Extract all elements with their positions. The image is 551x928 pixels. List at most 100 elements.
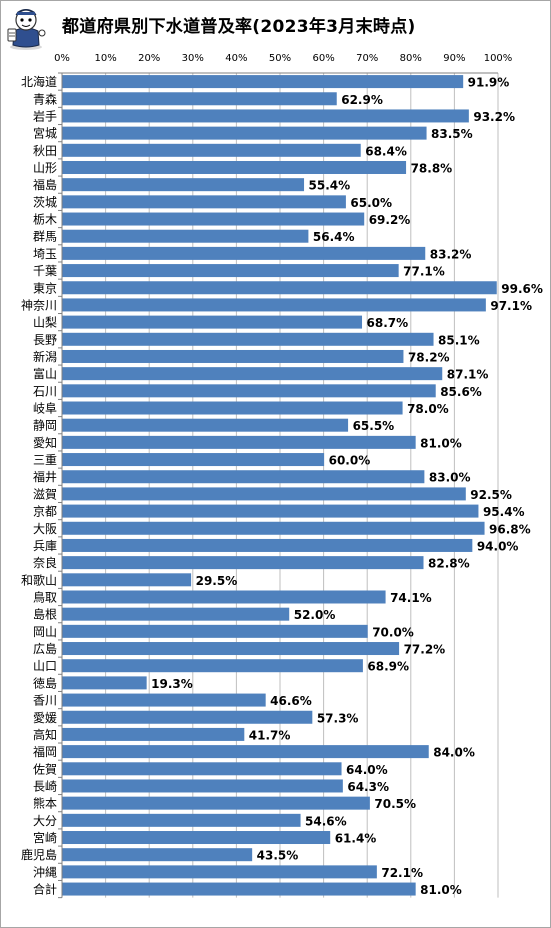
bar [62,796,370,810]
data-label: 99.6% [501,282,543,296]
data-label: 95.4% [483,505,525,519]
category-label: 滋賀 [33,487,57,501]
bar [62,504,479,518]
x-tick-label: 0% [54,53,70,64]
bar [62,418,349,432]
category-label: 山梨 [33,316,57,330]
category-label: 福島 [33,177,57,192]
data-label: 69.2% [369,213,411,227]
data-label: 61.4% [335,832,377,846]
x-tick-label: 20% [138,53,160,64]
data-label: 81.0% [420,436,462,450]
data-label: 56.4% [313,230,355,244]
mascot-icon [7,9,46,50]
category-label: 静岡 [33,419,57,433]
category-label: 茨城 [33,195,57,209]
category-label: 山口 [33,659,57,673]
category-label: 岩手 [33,108,57,123]
data-label: 19.3% [151,677,193,691]
x-tick-label: 100% [484,53,513,64]
category-label: 石川 [33,384,57,398]
bar [62,659,363,673]
category-label: 神奈川 [21,298,57,312]
category-label: 東京 [33,281,57,295]
bar [62,693,266,707]
category-label: 山形 [33,161,57,175]
data-label: 41.7% [249,728,291,742]
bar [62,75,464,89]
bar [62,521,485,535]
category-label: 宮城 [33,126,57,141]
data-label: 77.2% [404,643,446,657]
bar [62,573,192,587]
data-label: 85.6% [440,385,482,399]
bar [62,401,403,415]
category-label: 富山 [33,366,57,381]
data-label: 68.9% [367,660,409,674]
data-label: 91.9% [468,76,510,90]
category-label: 京都 [33,505,57,519]
data-label: 87.1% [447,368,489,382]
category-label: 合計 [33,882,57,897]
bar [62,298,486,312]
data-label: 83.0% [429,471,471,485]
bar [62,727,245,741]
data-label: 84.0% [433,746,475,760]
bar [62,229,309,243]
data-label: 65.5% [353,419,395,433]
bar [62,195,346,209]
category-label: 岐阜 [33,402,57,416]
data-label: 83.2% [430,247,472,261]
bar [62,453,325,467]
category-label: 長野 [33,333,57,347]
category-label: 岡山 [33,625,57,639]
data-label: 77.1% [403,265,445,279]
x-tick-label: 30% [182,53,204,64]
category-label: 兵庫 [33,539,57,553]
bar [62,178,305,192]
category-label: 熊本 [33,796,57,811]
data-label: 64.0% [346,763,388,777]
bar [62,332,434,346]
data-label: 57.3% [317,711,359,725]
bar [62,882,416,896]
bar [62,212,365,226]
bar [62,349,404,363]
data-label: 96.8% [489,522,531,536]
x-tick-label: 10% [94,53,116,64]
category-label: 群馬 [33,230,57,244]
data-label: 93.2% [473,110,515,124]
bar [62,831,331,845]
bar [62,126,427,140]
category-label: 愛知 [33,436,57,450]
bar [62,762,342,776]
category-label: 千葉 [33,264,57,278]
x-tick-label: 60% [312,53,334,64]
bar [62,264,399,278]
bar [62,470,425,484]
data-label: 78.2% [408,350,450,364]
bar [62,315,363,329]
category-label: 鹿児島 [21,847,57,862]
bar [62,779,343,793]
category-label: 福井 [33,469,57,484]
data-label: 92.5% [470,488,512,502]
category-label: 秋田 [33,144,57,158]
bar [62,556,424,570]
category-label: 香川 [33,694,57,708]
data-label: 82.8% [428,557,470,571]
x-tick-label: 50% [269,53,291,64]
data-label: 74.1% [390,591,432,605]
x-tick-label: 80% [400,53,422,64]
bar [62,367,443,381]
bar [62,246,426,260]
category-label: 福岡 [33,744,57,759]
category-label: 宮崎 [33,830,57,845]
data-label: 72.1% [381,866,423,880]
bar [62,745,429,759]
category-label: 島根 [33,607,57,622]
bar [62,435,416,449]
category-label: 徳島 [33,675,57,690]
category-label: 新潟 [33,349,57,364]
bar [62,590,386,604]
